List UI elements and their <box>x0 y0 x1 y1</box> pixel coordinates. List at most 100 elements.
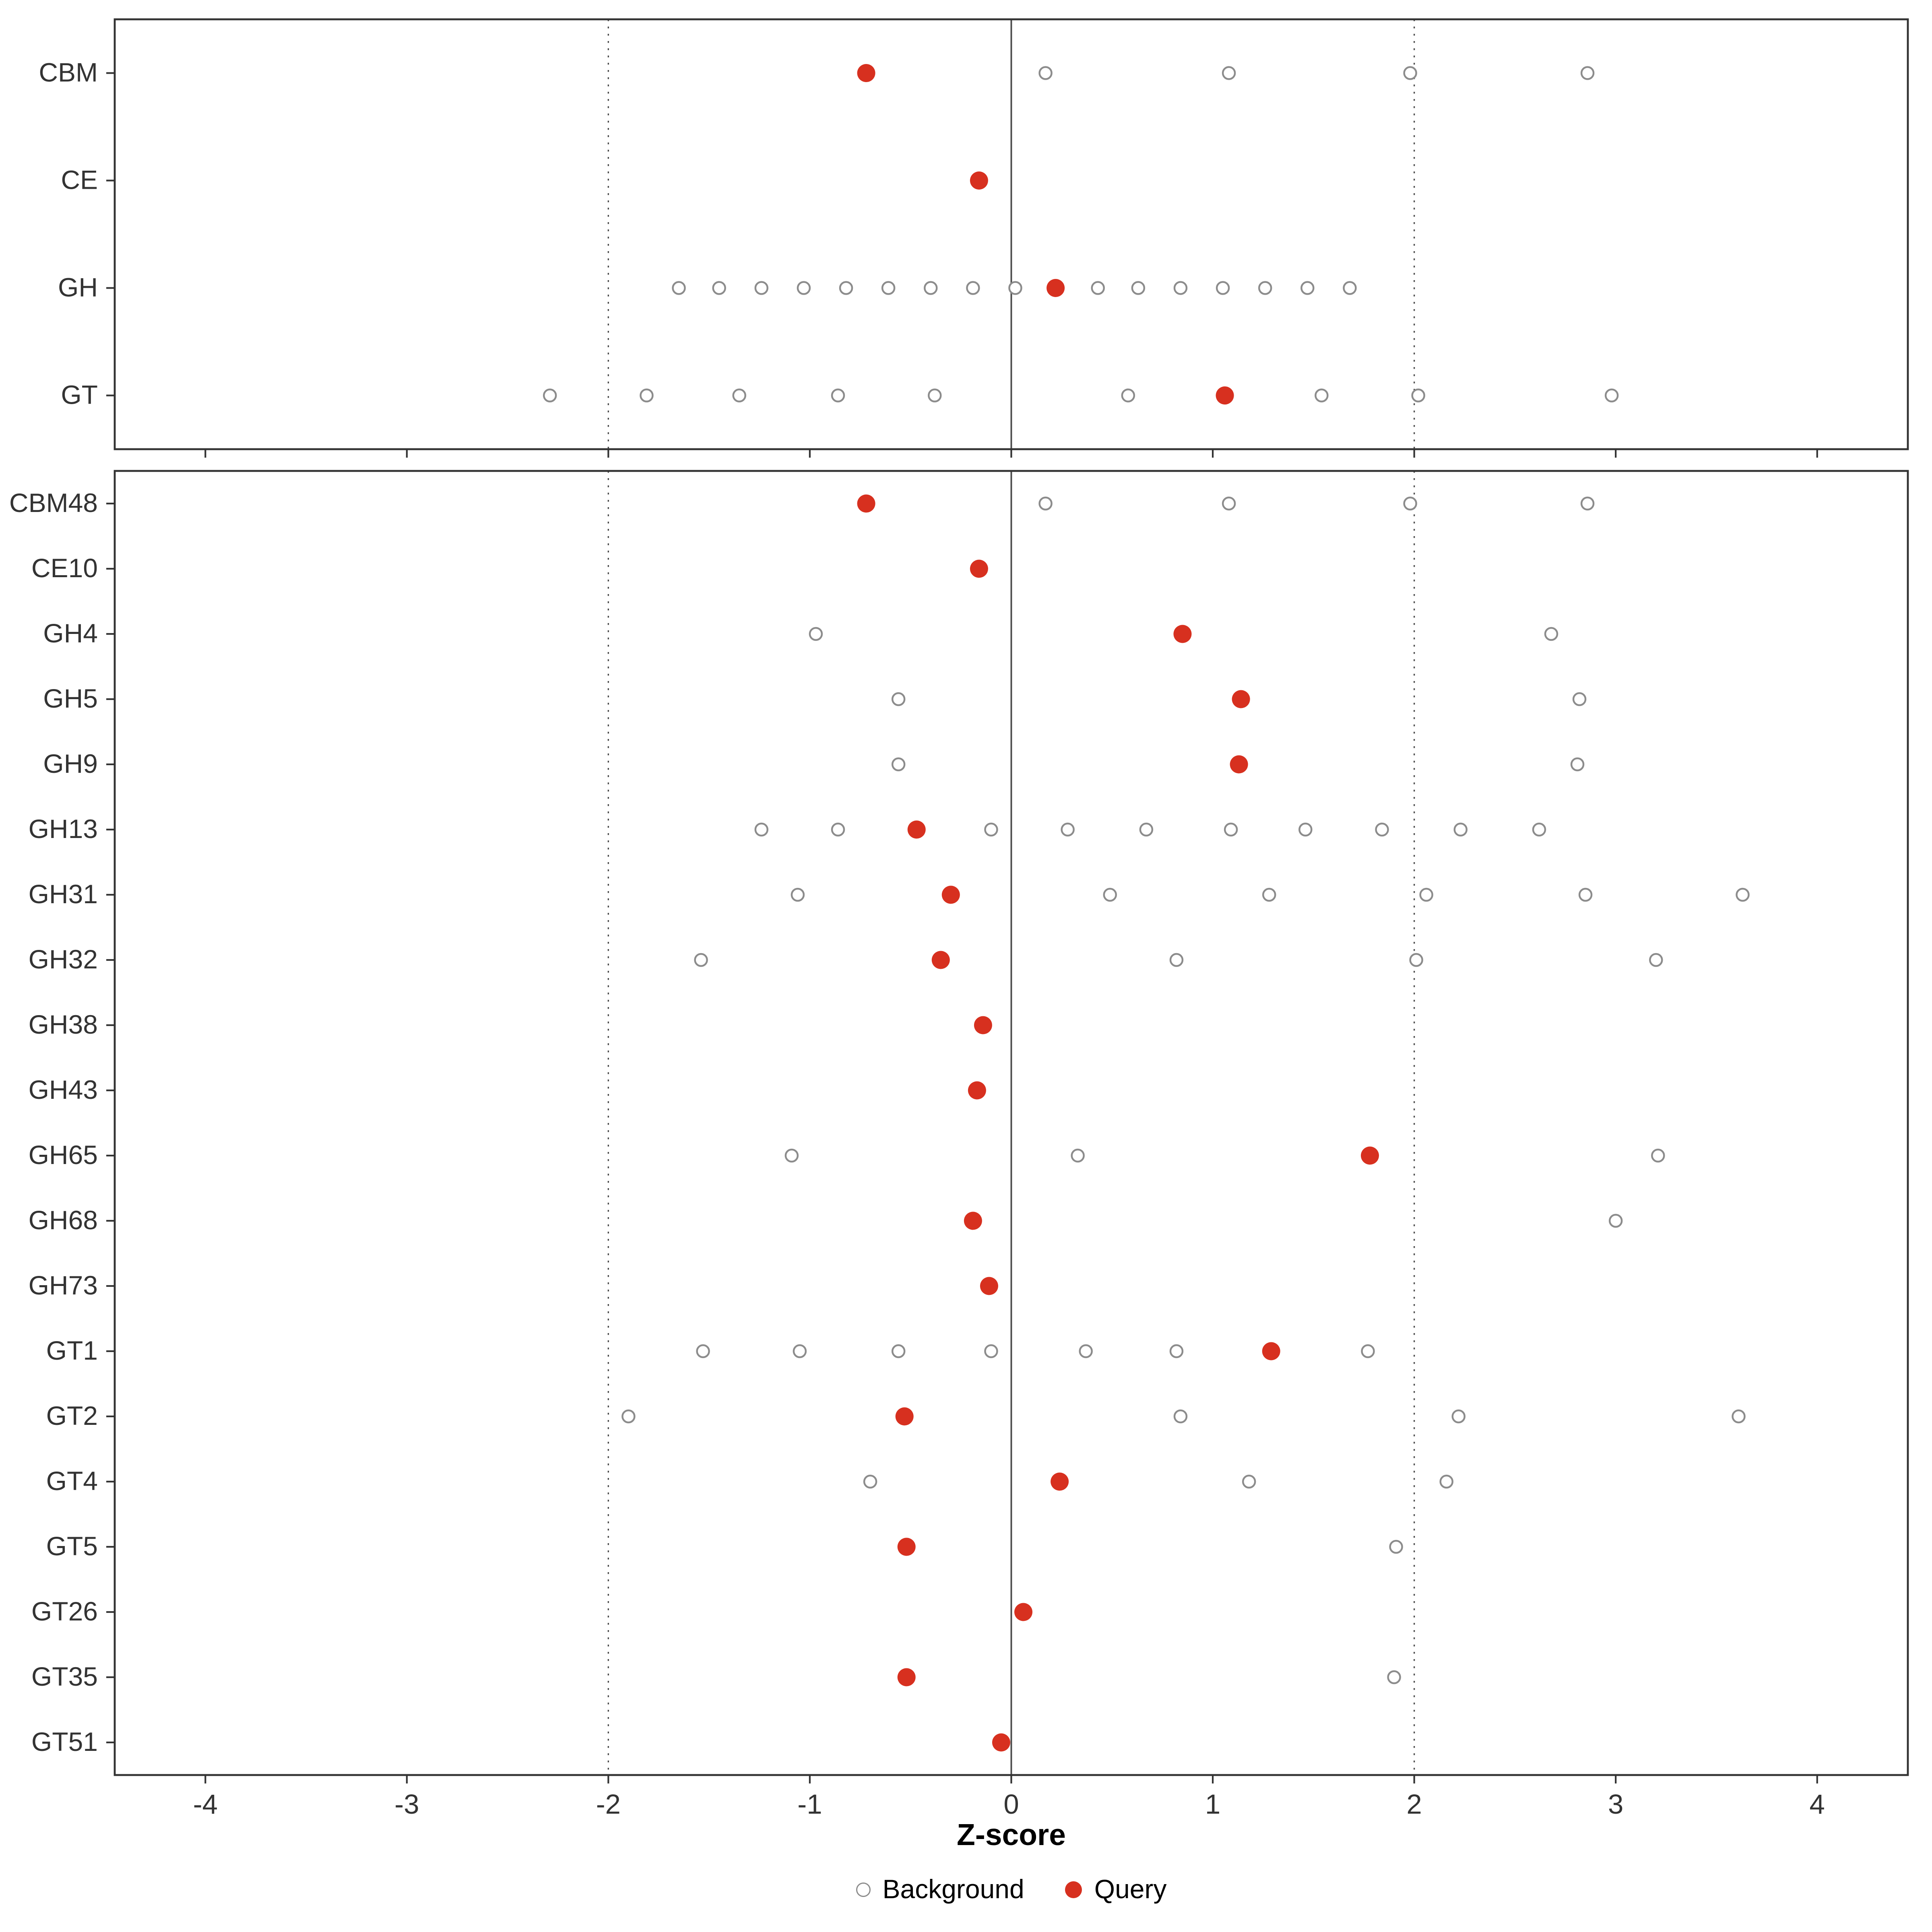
background-dot <box>754 281 769 295</box>
query-dot <box>970 559 988 578</box>
background-dot <box>1343 281 1357 295</box>
background-dot <box>863 1474 877 1489</box>
query-dot <box>897 1668 916 1686</box>
background-dot <box>1216 281 1230 295</box>
background-dot <box>1315 388 1329 402</box>
x-axis-tick-label: -1 <box>797 1789 822 1817</box>
query-dot <box>968 1081 986 1100</box>
background-dot <box>1580 496 1595 511</box>
background-dot <box>1224 822 1238 837</box>
background-dot <box>966 281 980 295</box>
background-dot <box>891 692 906 706</box>
x-axis-tick-label: -4 <box>193 1789 218 1817</box>
y-axis-label: GH68 <box>29 1205 98 1235</box>
legend: Background Query <box>115 1874 1908 1905</box>
query-dot <box>897 1538 916 1556</box>
background-dot <box>621 1409 636 1424</box>
y-axis-label: GH32 <box>29 944 98 974</box>
query-dot <box>907 820 926 839</box>
y-axis-label: CBM <box>39 58 98 87</box>
background-dot <box>1409 953 1423 967</box>
y-axis-label: GH43 <box>29 1075 98 1104</box>
background-dot <box>1604 388 1619 402</box>
background-dot <box>984 1344 998 1358</box>
background-dot <box>1061 822 1075 837</box>
background-dot <box>1169 953 1184 967</box>
query-dot <box>974 1016 992 1034</box>
y-axis-label: CE <box>61 165 98 195</box>
y-axis-label: GT51 <box>31 1727 98 1757</box>
background-dot <box>1131 281 1146 295</box>
x-axis-tick-label: 2 <box>1406 1789 1422 1817</box>
legend-label-query: Query <box>1094 1874 1167 1904</box>
y-axis-label: GT <box>61 380 98 410</box>
query-dot <box>1230 755 1248 774</box>
background-dot <box>1403 496 1417 511</box>
background-dot <box>1242 1474 1256 1489</box>
background-dot <box>1580 66 1595 80</box>
y-axis-label: GT5 <box>46 1531 98 1561</box>
y-axis-label: GH4 <box>43 618 98 648</box>
query-dot <box>1046 279 1065 297</box>
background-dot <box>1649 953 1663 967</box>
background-dot <box>672 281 686 295</box>
background-dot <box>1079 1344 1093 1358</box>
background-dot <box>1169 1344 1184 1358</box>
background-dot <box>1038 496 1053 511</box>
background-dot <box>924 281 938 295</box>
x-axis-tick-label: -2 <box>596 1789 621 1817</box>
background-dot <box>784 1148 799 1163</box>
y-axis-label: GT1 <box>46 1335 98 1365</box>
query-dot <box>1014 1603 1033 1621</box>
background-dot <box>831 822 845 837</box>
legend-label-background: Background <box>882 1874 1024 1904</box>
y-axis-label: GT2 <box>46 1401 98 1430</box>
background-dot <box>881 281 896 295</box>
y-axis-label: CE10 <box>31 553 98 583</box>
background-dot <box>1139 822 1154 837</box>
x-axis-tick-label: 3 <box>1608 1789 1623 1817</box>
background-dot <box>1453 822 1468 837</box>
background-dot <box>1411 388 1425 402</box>
background-dot <box>1651 1148 1665 1163</box>
background-dot <box>1222 66 1236 80</box>
y-axis-label: GH13 <box>29 814 98 844</box>
background-dot <box>1578 888 1593 902</box>
background-dot <box>1222 496 1236 511</box>
background-dot <box>1387 1670 1401 1684</box>
y-axis-label: CBM48 <box>9 488 98 518</box>
x-axis-tick-label: 4 <box>1810 1789 1825 1817</box>
background-dot <box>1300 281 1315 295</box>
query-dot <box>931 951 950 969</box>
background-dot <box>1439 1474 1453 1489</box>
query-dot <box>1216 386 1234 405</box>
background-dot <box>1258 281 1272 295</box>
query-dot <box>941 886 960 904</box>
background-dot <box>732 388 746 402</box>
x-axis-tick-label: 1 <box>1205 1789 1220 1817</box>
query-dot <box>1232 690 1250 708</box>
background-dot <box>1071 1148 1085 1163</box>
background-marker-icon <box>856 1882 871 1897</box>
panel-cazyme-class: CBM CE GH GT <box>39 18 1909 458</box>
background-dot <box>793 1344 807 1358</box>
background-dot <box>543 388 557 402</box>
background-dot <box>1570 757 1585 772</box>
query-dot <box>895 1407 914 1426</box>
background-dot <box>1103 888 1117 902</box>
query-dot <box>1051 1472 1069 1491</box>
background-dot <box>1008 281 1022 295</box>
query-dot <box>970 171 988 190</box>
background-dot <box>1091 281 1105 295</box>
background-dot <box>1451 1409 1466 1424</box>
background-dot <box>1572 692 1587 706</box>
y-axis-label: GT26 <box>31 1596 98 1626</box>
x-axis-title: Z-score <box>957 1818 1066 1852</box>
y-axis-label: GH38 <box>29 1009 98 1039</box>
query-dot <box>1173 625 1192 643</box>
background-dot <box>1038 66 1053 80</box>
background-dot <box>1419 888 1433 902</box>
background-dot <box>1732 1409 1746 1424</box>
background-dot <box>1361 1344 1375 1358</box>
